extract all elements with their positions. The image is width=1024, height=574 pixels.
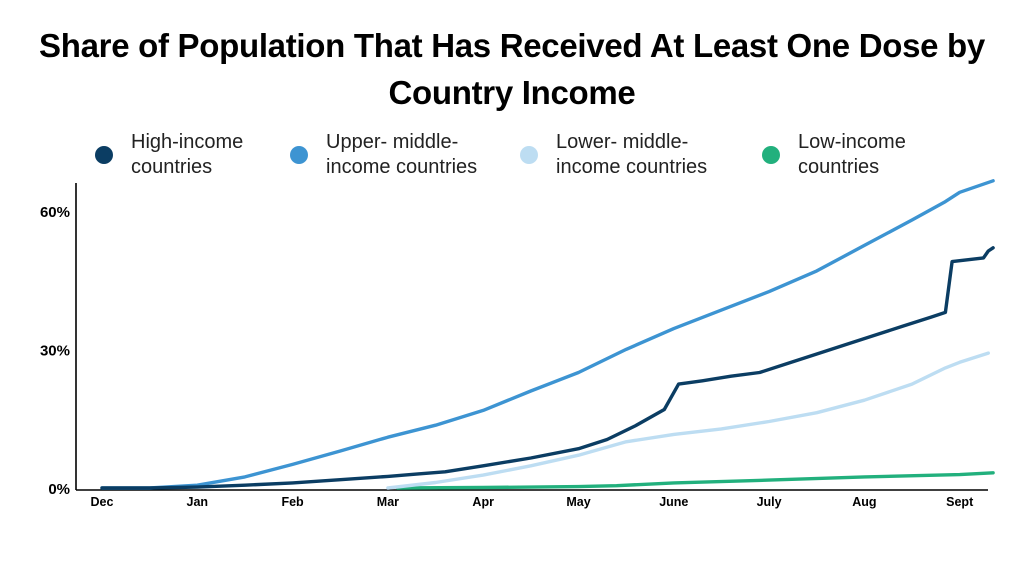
y-tick-label: 60% <box>40 204 70 221</box>
legend-label: Upper- middle- income countries <box>326 131 478 178</box>
legend-swatch <box>520 146 538 164</box>
legend-item-high-income: High-income countries <box>95 130 290 180</box>
x-tick-label: Jan <box>187 495 209 509</box>
x-tick-label: May <box>566 495 590 509</box>
legend: High-income countries Upper- middle- inc… <box>95 130 922 180</box>
legend-swatch <box>290 146 308 164</box>
x-tick-label: Sept <box>946 495 974 509</box>
legend-label: High-income countries <box>131 131 244 178</box>
legend-item-low-income: Low-income countries <box>762 130 922 180</box>
series-line <box>386 351 990 490</box>
series-line <box>100 246 995 490</box>
series-line <box>100 179 995 490</box>
x-tick-label: June <box>659 495 688 509</box>
x-tick-label: Mar <box>377 495 399 509</box>
legend-swatch <box>95 146 113 164</box>
chart-title: Share of Population That Has Received At… <box>39 27 985 111</box>
x-tick-label: Dec <box>91 495 114 509</box>
x-tick-label: July <box>757 495 782 509</box>
y-tick-label: 0% <box>48 481 70 498</box>
legend-label: Low-income countries <box>798 131 906 178</box>
legend-swatch <box>762 146 780 164</box>
series-line <box>395 471 995 490</box>
legend-item-lower-middle-income: Lower- middle- income countries <box>520 130 762 180</box>
legend-label: Lower- middle- income countries <box>556 131 708 178</box>
x-tick-label: Feb <box>281 495 304 509</box>
y-tick-label: 30% <box>40 342 70 359</box>
x-tick-label: Apr <box>472 495 494 509</box>
x-tick-label: Aug <box>852 495 876 509</box>
legend-item-upper-middle-income: Upper- middle- income countries <box>290 130 520 180</box>
